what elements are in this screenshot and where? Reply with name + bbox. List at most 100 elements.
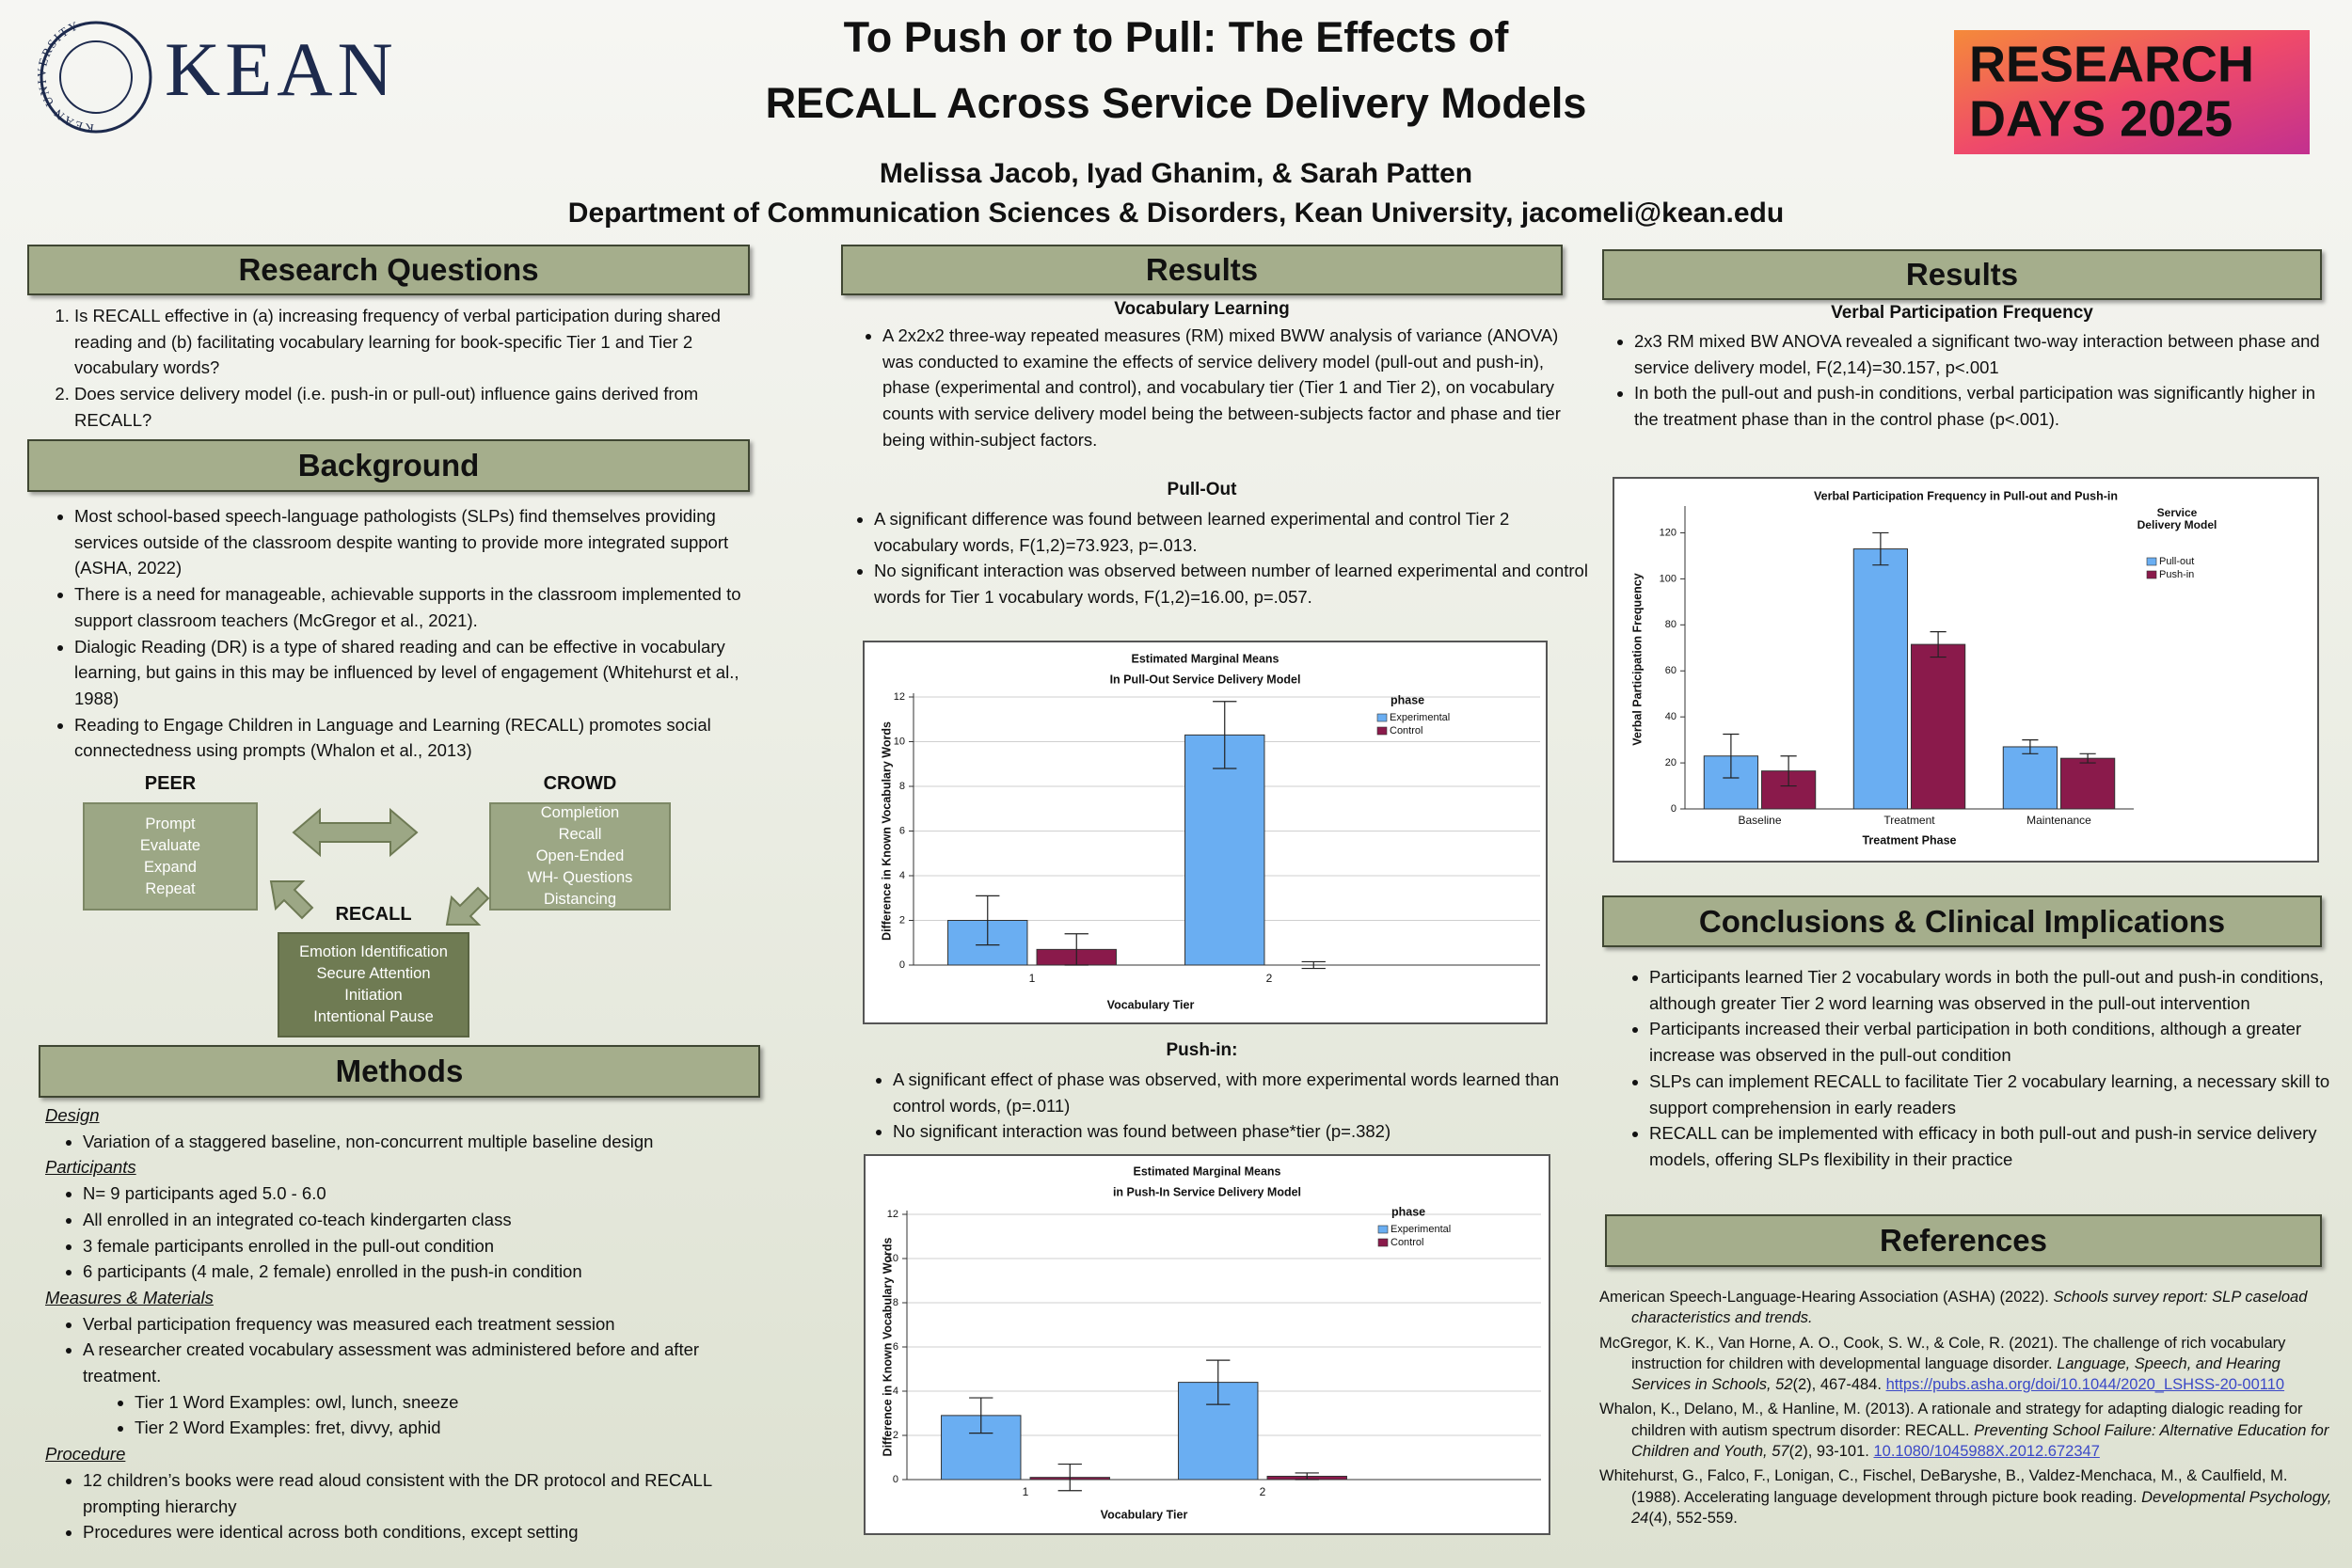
y-tick-label: 12	[887, 1209, 898, 1220]
error-bar	[1064, 933, 1089, 966]
methods-label: Procedure	[45, 1444, 126, 1465]
title-line: To Push or to Pull: The Effects of	[843, 13, 1509, 61]
bullet-list: A 2x2x2 three-way repeated measures (RM)…	[841, 323, 1593, 453]
error-bar	[1206, 1359, 1231, 1405]
error-bar	[969, 1397, 993, 1434]
list-item: A 2x2x2 three-way repeated measures (RM)…	[882, 323, 1593, 453]
y-tick-label: 40	[1665, 711, 1677, 722]
error-bar	[1872, 531, 1889, 566]
error-bar	[1780, 755, 1797, 787]
reference-list: American Speech-Language-Hearing Associa…	[1599, 1287, 2333, 1532]
error-bar	[1057, 1463, 1082, 1492]
subheading: Verbal Participation Frequency	[1831, 303, 2093, 323]
diagram-box: Prompt Evaluate Expand Repeat	[83, 802, 258, 911]
x-tick-label: Treatment	[1883, 814, 1935, 827]
legend-swatch	[1376, 726, 1388, 736]
list-item: Participants learned Tier 2 vocabulary w…	[1649, 964, 2350, 1016]
legend-swatch	[2146, 557, 2157, 566]
bar	[2059, 757, 2116, 810]
bar	[2002, 746, 2058, 810]
section-heading: Results	[841, 245, 1563, 295]
bar	[1910, 643, 1966, 810]
box-line: Distancing	[543, 891, 617, 908]
methods-label: Participants	[45, 1157, 136, 1178]
list-item: A researcher created vocabulary assessme…	[83, 1337, 760, 1388]
subheading: Push-in:	[1166, 1040, 1238, 1060]
y-tick-label: 0	[893, 1474, 898, 1485]
x-tick-label: 1	[1023, 1485, 1029, 1498]
diagram-box: Completion Recall Open-Ended WH- Questions D…	[489, 802, 671, 911]
bullet-list: Tier 1 Word Examples: owl, lunch, sneeze…	[45, 1389, 760, 1441]
y-tick-label: 8	[893, 1297, 898, 1308]
legend-label: Experimental	[1391, 1224, 1451, 1235]
box-line: WH- Questions	[527, 869, 633, 886]
list-item: Does service delivery model (i.e. push-i…	[74, 381, 771, 433]
list-item: RECALL can be implemented with efficacy …	[1649, 1120, 2350, 1172]
error-bar	[2022, 739, 2039, 754]
box-line: Intentional Pause	[313, 1008, 434, 1025]
reference-link[interactable]: 10.1080/1045988X.2012.672347	[1873, 1443, 2100, 1461]
x-tick-label: 2	[1260, 1485, 1266, 1498]
error-bar	[1930, 631, 1947, 658]
methods-body: Design Variation of a staggered baseline…	[45, 1102, 760, 1545]
bar	[1852, 548, 1909, 810]
methods-label: Measures & Materials	[45, 1287, 214, 1307]
legend-label: Push-in	[2159, 569, 2194, 580]
list-item: Tier 2 Word Examples: fret, divvy, aphid	[135, 1415, 760, 1441]
arrow	[445, 886, 489, 926]
list-item: 3 female participants enrolled in the pu…	[83, 1233, 760, 1259]
legend-label: Control	[1391, 1237, 1423, 1248]
legend-label: Pull-out	[2159, 556, 2194, 567]
box-line: Initiation	[344, 987, 403, 1004]
chart: Estimated Marginal Means In Pull-Out Serv…	[880, 652, 1540, 1011]
x-tick-label: 2	[1266, 972, 1273, 985]
affiliation: Department of Communication Sciences & D…	[567, 198, 1785, 229]
x-tick-label: Baseline	[1738, 814, 1781, 827]
error-bar	[976, 895, 1000, 946]
list-item: 6 participants (4 male, 2 female) enroll…	[83, 1259, 760, 1285]
logo-text: KEAN	[165, 26, 398, 112]
bullet-list: 12 children’s books were read aloud cons…	[45, 1467, 760, 1545]
list-item: All enrolled in an integrated co-teach k…	[83, 1207, 760, 1233]
y-tick-label: 8	[899, 781, 905, 792]
legend-label: Control	[1390, 725, 1422, 736]
bullet-list: A significant effect of phase was observ…	[841, 1067, 1589, 1145]
y-axis-title: Verbal Participation Frequency	[1630, 573, 1644, 745]
box-line: Expand	[144, 858, 197, 876]
chart-subtitle: in Push-In Service Delivery Model	[1113, 1185, 1301, 1198]
x-tick-label: Maintenance	[2026, 814, 2091, 827]
bullet-list: Most school-based speech-language pathol…	[27, 503, 771, 764]
reference-link[interactable]: https://pubs.asha.org/doi/10.1044/2020_L…	[1885, 1376, 2285, 1394]
section-heading: References	[1605, 1214, 2322, 1267]
list-item: No significant interaction was observed …	[874, 558, 1596, 610]
reference-part: American Speech-Language-Hearing Associa…	[1599, 1289, 2054, 1306]
y-tick-label: 2	[899, 914, 905, 926]
y-tick-label: 10	[887, 1253, 898, 1264]
list-item: No significant interaction was found bet…	[893, 1118, 1589, 1145]
chart-frame: Estimated Marginal Means in Push-In Servi…	[864, 1154, 1550, 1535]
y-axis-title: Difference in Known Vocabulary Words	[880, 721, 893, 941]
x-axis-title: Treatment Phase	[1862, 833, 1956, 847]
legend-title: phase	[1391, 693, 1424, 706]
reference: American Speech-Language-Hearing Associa…	[1599, 1287, 2333, 1329]
legend-swatch	[1377, 1238, 1389, 1247]
event-text: RESEARCH	[1969, 36, 2254, 92]
legend-swatch	[1376, 713, 1388, 722]
reference-part: McGregor, K. K., Van Horne, A. O., Cook,…	[1599, 1334, 2286, 1372]
chart-title: Estimated Marginal Means	[1132, 652, 1279, 665]
diagram-box: Emotion Identification Secure Attention In…	[278, 932, 469, 1037]
chart-title: Estimated Marginal Means	[1134, 1164, 1281, 1178]
error-bar	[2079, 752, 2096, 764]
list-item: 2x3 RM mixed BW ANOVA revealed a signifi…	[1634, 328, 2335, 380]
y-tick-label: 0	[899, 959, 905, 971]
reference: Whalon, K., Delano, M., & Hanline, M. (2…	[1599, 1399, 2333, 1462]
bullet-list: A significant difference was found betwe…	[841, 506, 1596, 610]
y-tick-label: 10	[894, 736, 905, 747]
x-axis-title: Vocabulary Tier	[1107, 998, 1195, 1011]
list-item: Verbal participation frequency was measu…	[83, 1311, 760, 1338]
bullet-list: N= 9 participants aged 5.0 - 6.0All enro…	[45, 1180, 760, 1285]
seal-inner	[59, 40, 133, 114]
seal-ring	[40, 21, 152, 134]
legend-title: phase	[1391, 1205, 1425, 1218]
